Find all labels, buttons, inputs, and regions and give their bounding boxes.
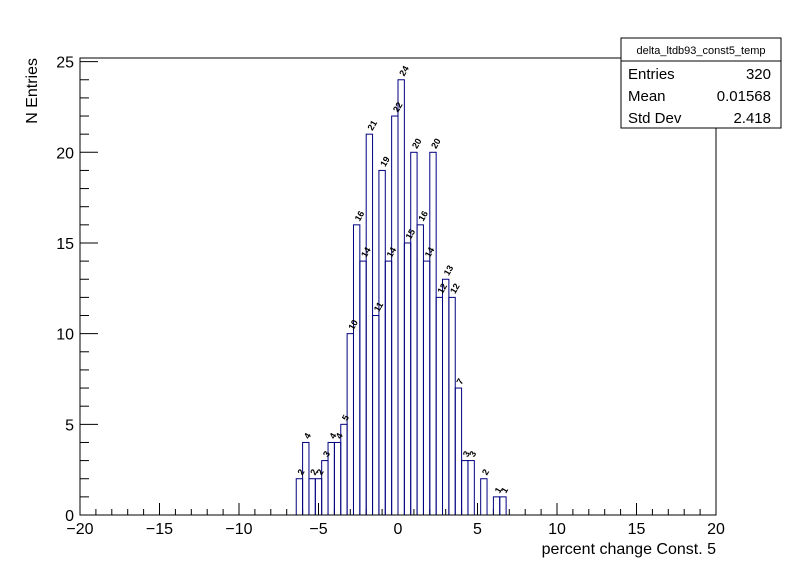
bin-value-label: 20 (410, 137, 424, 151)
bin-value-label: 2 (480, 467, 491, 476)
x-tick-labels: −20 −15 −10 −5 0 5 10 15 20 (66, 521, 725, 538)
x-tick-label: −20 (66, 521, 93, 538)
x-tick-label: 10 (548, 521, 566, 538)
bin-data-labels: 2422344510161421111914222415201614201213… (295, 64, 510, 495)
x-tick-label: 20 (707, 521, 725, 538)
plot-frame (79, 57, 717, 516)
x-axis-label: percent change Const. 5 (542, 541, 716, 558)
y-tick-label: 20 (56, 145, 74, 162)
bin-value-label: 2 (295, 467, 306, 476)
bin-value-label: 11 (372, 300, 385, 313)
stats-box-title: delta_ltdb93_const5_temp (636, 45, 765, 57)
bin-value-label: 12 (435, 282, 449, 296)
stats-mean-value: 0.01568 (717, 88, 771, 105)
bin-value-label: 3 (321, 449, 332, 458)
bin-value-label: 3 (467, 449, 478, 458)
stats-entries-value: 320 (746, 66, 771, 83)
bin-value-label: 21 (365, 118, 379, 132)
x-tick-label: −15 (146, 521, 173, 538)
x-tick-label: −5 (309, 521, 327, 538)
bin-value-label: 4 (327, 431, 338, 440)
bin-value-label: 20 (429, 137, 443, 151)
bin-value-label: 4 (334, 431, 345, 440)
bin-value-label: 1 (499, 486, 510, 495)
bin-value-label: 12 (448, 282, 462, 296)
stats-stddev-label: Std Dev (628, 110, 682, 127)
bin-value-label: 2 (315, 467, 326, 476)
bin-value-label: 10 (346, 318, 360, 332)
bin-value-label: 2 (308, 467, 319, 476)
bin-value-label: 19 (378, 155, 392, 169)
stats-box-frame (620, 37, 782, 129)
y-axis-label: N Entries (24, 58, 41, 124)
y-tick-label: 10 (56, 327, 74, 344)
x-tick-label: −10 (225, 521, 252, 538)
y-tick-label: 0 (65, 508, 74, 525)
bin-value-label: 15 (404, 227, 418, 241)
bin-value-label: 13 (442, 264, 456, 278)
bin-value-label: 14 (359, 245, 373, 259)
bin-value-label: 1 (493, 486, 504, 495)
bin-value-label: 5 (340, 413, 351, 422)
stats-stddev-value: 2.418 (733, 110, 771, 127)
bin-value-label: 14 (423, 245, 437, 259)
x-tick-label: 0 (394, 521, 403, 538)
bin-value-label: 3 (461, 449, 472, 458)
bin-value-label: 16 (353, 209, 367, 223)
x-tick-label: 15 (628, 521, 646, 538)
stats-box: delta_ltdb93_const5_temp Entries 320 Mea… (620, 37, 782, 129)
y-tick-labels: 0 5 10 15 20 25 (56, 55, 74, 525)
y-tick-label: 25 (56, 55, 74, 72)
bin-value-label: 24 (397, 64, 411, 78)
bin-value-label: 14 (385, 245, 399, 259)
y-tick-label: 5 (65, 417, 74, 434)
stats-entries-label: Entries (628, 66, 675, 83)
bin-value-label: 16 (416, 209, 430, 223)
y-tick-label: 15 (56, 236, 74, 253)
bin-value-label: 4 (302, 431, 313, 440)
bin-value-label: 22 (391, 100, 405, 114)
x-tick-label: 5 (473, 521, 482, 538)
bin-value-label: 7 (454, 377, 465, 386)
stats-mean-label: Mean (628, 88, 666, 105)
